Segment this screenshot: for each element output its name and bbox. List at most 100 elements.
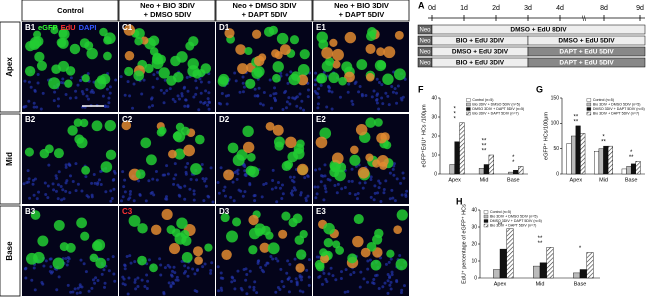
nucleus (32, 101, 36, 105)
nucleus (209, 271, 213, 275)
nucleus (174, 173, 178, 177)
cell (176, 217, 188, 229)
nucleus (74, 189, 78, 193)
nucleus (289, 279, 293, 283)
nucleus (382, 188, 386, 192)
nucleus (65, 263, 69, 267)
nucleus (152, 73, 156, 77)
cell (267, 242, 280, 255)
nucleus (306, 88, 310, 92)
nucleus (351, 102, 355, 106)
nucleus (78, 291, 82, 295)
nucleus (35, 105, 39, 109)
nucleus (171, 269, 175, 273)
nucleus (189, 177, 193, 181)
cell (124, 50, 135, 61)
nucleus (220, 288, 224, 292)
nucleus (356, 192, 360, 196)
nucleus (183, 85, 187, 89)
cell (376, 132, 387, 144)
nucleus (323, 184, 327, 188)
nucleus (400, 98, 404, 102)
nucleus (274, 186, 278, 190)
bar (508, 171, 514, 175)
nucleus (401, 171, 405, 175)
nucleus (389, 287, 393, 291)
cell (104, 119, 116, 132)
nucleus (196, 268, 200, 272)
panel-label: E3 (316, 207, 326, 216)
column-header: Neo + DMSO 3DIV (233, 1, 297, 10)
cell (360, 247, 371, 258)
nucleus (133, 278, 137, 282)
nucleus (74, 162, 78, 166)
nucleus (163, 266, 167, 270)
cell (33, 251, 45, 264)
nucleus (242, 85, 246, 89)
cell (285, 136, 297, 149)
nucleus (90, 88, 94, 92)
nucleus (123, 190, 127, 194)
nucleus (122, 277, 126, 281)
treatment-label: DMSO + EdU 3DIV (452, 49, 509, 56)
nucleus (57, 275, 61, 279)
treatment-label: BIO + EdU 3DIV (456, 38, 505, 45)
nucleus (347, 82, 351, 86)
day-label: 1d (460, 5, 468, 12)
cell (259, 242, 270, 253)
nucleus (147, 105, 151, 109)
cell (334, 169, 346, 182)
nucleus (166, 263, 170, 267)
cell (133, 70, 145, 81)
nucleus (110, 196, 114, 200)
nucleus (395, 279, 399, 283)
legend-swatch (586, 107, 592, 111)
nucleus (255, 291, 259, 295)
cell (242, 125, 254, 138)
bar (586, 252, 594, 279)
cell (135, 169, 146, 180)
nucleus (235, 177, 239, 181)
nucleus (271, 168, 275, 172)
nucleus (87, 289, 91, 293)
nucleus (199, 80, 203, 84)
nucleus (382, 191, 386, 195)
bar (499, 248, 507, 279)
nucleus (36, 81, 40, 85)
cell (217, 76, 229, 87)
bar (546, 247, 554, 279)
cell (244, 46, 253, 56)
nucleus (244, 278, 248, 282)
treatment-box (527, 57, 646, 68)
panel-label: B1 (25, 23, 36, 32)
nucleus (81, 92, 85, 96)
nucleus (227, 93, 231, 97)
nucleus (223, 194, 227, 198)
nucleus (375, 98, 379, 102)
legend-label: Control (n=5) (593, 98, 614, 102)
legend-swatch (466, 102, 471, 107)
nucleus (233, 287, 237, 291)
nucleus (136, 284, 140, 288)
legend-label: DMSO 3DIV + DAPT 5DIV (n=5) (472, 107, 524, 111)
nucleus (316, 102, 320, 106)
nucleus (384, 262, 388, 266)
nucleus (391, 196, 395, 200)
nucleus (169, 285, 173, 289)
bar (533, 265, 541, 279)
cell (355, 123, 368, 136)
cell (69, 43, 81, 55)
nucleus (103, 281, 107, 285)
nucleus (335, 191, 339, 195)
cell (274, 51, 283, 60)
nucleus (64, 92, 68, 96)
nucleus (219, 271, 223, 275)
nucleus (183, 264, 187, 268)
nucleus (52, 188, 56, 192)
cell (156, 128, 166, 137)
y-tick-label: 10 (471, 258, 477, 264)
nucleus (128, 192, 132, 196)
nucleus (264, 263, 268, 267)
cell (299, 49, 310, 60)
nucleus (248, 269, 252, 273)
